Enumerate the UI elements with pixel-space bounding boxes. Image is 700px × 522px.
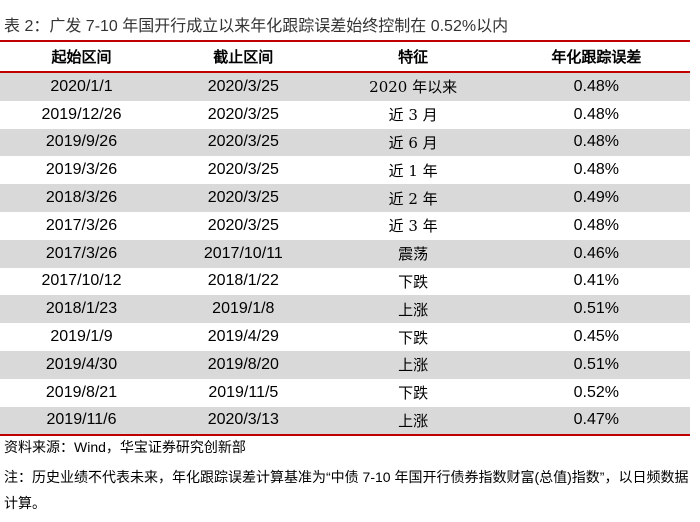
header-cell: 特征	[323, 41, 503, 73]
table-cell: 上涨	[323, 406, 503, 436]
table-cell: 2019/9/26	[0, 128, 164, 157]
table-cell: 0.51%	[502, 295, 690, 324]
table-row: 2018/1/23 2019/1/8 上涨 0.51%	[0, 295, 690, 324]
table-cell: 0.52%	[573, 383, 620, 401]
table-cell: 0.48%	[502, 72, 690, 101]
table-row: 2019/4/30 2019/8/20 上涨 0.51%	[0, 350, 690, 379]
footnote: 注：历史业绩不代表未来，年化跟踪误差计算基准为“中债 7-10 年国开行债券指数…	[4, 469, 689, 511]
table-header: 起始区间 截止区间 特征 年化跟踪误差	[0, 41, 690, 73]
source-note: 资料来源：Wind，华宝证券研究创新部	[4, 439, 246, 455]
table-body: 2020/1/1 2020/3/25 2020 年以来 0.48% 2019/12/26…	[0, 72, 690, 436]
table-cell: 2020/3/25	[163, 72, 324, 101]
table-cell: 0.48%	[573, 105, 620, 123]
table-cell: 2020/3/25	[207, 161, 279, 179]
table-cell: 2017/3/26	[0, 239, 164, 268]
table-cell: 2020/3/25	[163, 184, 324, 212]
table-cell: 0.51%	[502, 350, 690, 379]
table-cell: 2017/10/11	[163, 239, 324, 268]
table-row: 2018/3/26 2020/3/25 近 2 年 0.49%	[0, 184, 690, 212]
table-cell: 0.48%	[573, 216, 620, 234]
table-cell: 下跌	[398, 328, 429, 347]
table-title: 表 2：广发 7-10 年国开行成立以来年化跟踪误差始终控制在 0.52%以内	[4, 18, 509, 35]
table-row: 2019/8/21 2019/11/5 下跌 0.52%	[0, 379, 690, 407]
table-cell: 下跌	[398, 384, 429, 403]
header-cell: 起始区间	[0, 41, 164, 73]
table-row: 2019/12/26 2020/3/25 近 3 月 0.48%	[0, 101, 690, 129]
table-row: 2017/3/26 2020/3/25 近 3 年 0.48%	[0, 212, 690, 240]
table-cell: 0.48%	[502, 128, 690, 157]
table-cell: 0.49%	[502, 184, 690, 212]
table-cell: 上涨	[323, 350, 503, 379]
table-cell: 近 3 月	[388, 106, 438, 125]
table-cell: 震荡	[323, 239, 503, 268]
table-cell: 近 2 年	[323, 184, 503, 212]
table-cell: 0.41%	[573, 272, 620, 290]
table-cell: 2019/4/30	[0, 350, 164, 379]
table-cell: 2017/3/26	[45, 216, 118, 234]
table-cell: 上涨	[323, 295, 503, 324]
table-cell: 2020 年以来	[323, 72, 503, 101]
table-cell: 近 6 月	[323, 128, 503, 157]
table-cell: 近 1 年	[388, 161, 438, 180]
header-cell: 截止区间	[163, 41, 324, 73]
table-row: 2017/3/26 2017/10/11 震荡 0.46%	[0, 239, 690, 268]
table-cell: 2019/11/6	[0, 406, 164, 436]
table-cell: 2020/3/25	[207, 216, 279, 234]
table-cell: 2020/1/1	[0, 72, 164, 101]
table-row: 2019/1/9 2019/4/29 下跌 0.45%	[0, 323, 690, 351]
table-cell: 2019/12/26	[41, 105, 122, 123]
table-cell: 2019/4/29	[207, 328, 279, 346]
table-cell: 2017/10/12	[41, 272, 122, 290]
table-cell: 0.46%	[502, 239, 690, 268]
table-row: 2017/10/12 2018/1/22 下跌 0.41%	[0, 268, 690, 296]
table-row: 2020/1/1 2020/3/25 2020 年以来 0.48%	[0, 72, 690, 101]
table-cell: 2018/1/23	[0, 295, 164, 324]
table-cell: 2018/3/26	[0, 184, 164, 212]
data-table: 起始区间 截止区间 特征 年化跟踪误差 2020/1/1 2020/3/25 2020 年…	[0, 40, 690, 437]
table-cell: 2019/8/20	[163, 350, 324, 379]
table-cell: 2019/1/9	[50, 328, 113, 346]
table-cell: 2020/3/25	[163, 128, 324, 157]
table-cell: 2019/3/26	[45, 161, 118, 179]
table-cell: 2019/1/8	[163, 295, 324, 324]
table-row: 2019/9/26 2020/3/25 近 6 月 0.48%	[0, 128, 690, 157]
table-cell: 0.47%	[502, 406, 690, 436]
table-cell: 下跌	[398, 272, 429, 291]
header-cell: 年化跟踪误差	[502, 41, 690, 73]
table-cell: 2020/3/13	[163, 406, 324, 436]
table-row: 2019/11/6 2020/3/13 上涨 0.47%	[0, 406, 690, 436]
table-cell: 2020/3/25	[207, 105, 279, 123]
table-cell: 0.48%	[573, 161, 620, 179]
table-row: 2019/3/26 2020/3/25 近 1 年 0.48%	[0, 156, 690, 184]
table-cell: 2019/8/21	[45, 383, 118, 401]
table-cell: 2019/11/5	[208, 383, 279, 401]
table-cell: 0.45%	[573, 328, 620, 346]
table-cell: 2018/1/22	[207, 272, 279, 290]
table-cell: 近 3 年	[388, 217, 438, 236]
header-row: 起始区间 截止区间 特征 年化跟踪误差	[0, 41, 690, 73]
